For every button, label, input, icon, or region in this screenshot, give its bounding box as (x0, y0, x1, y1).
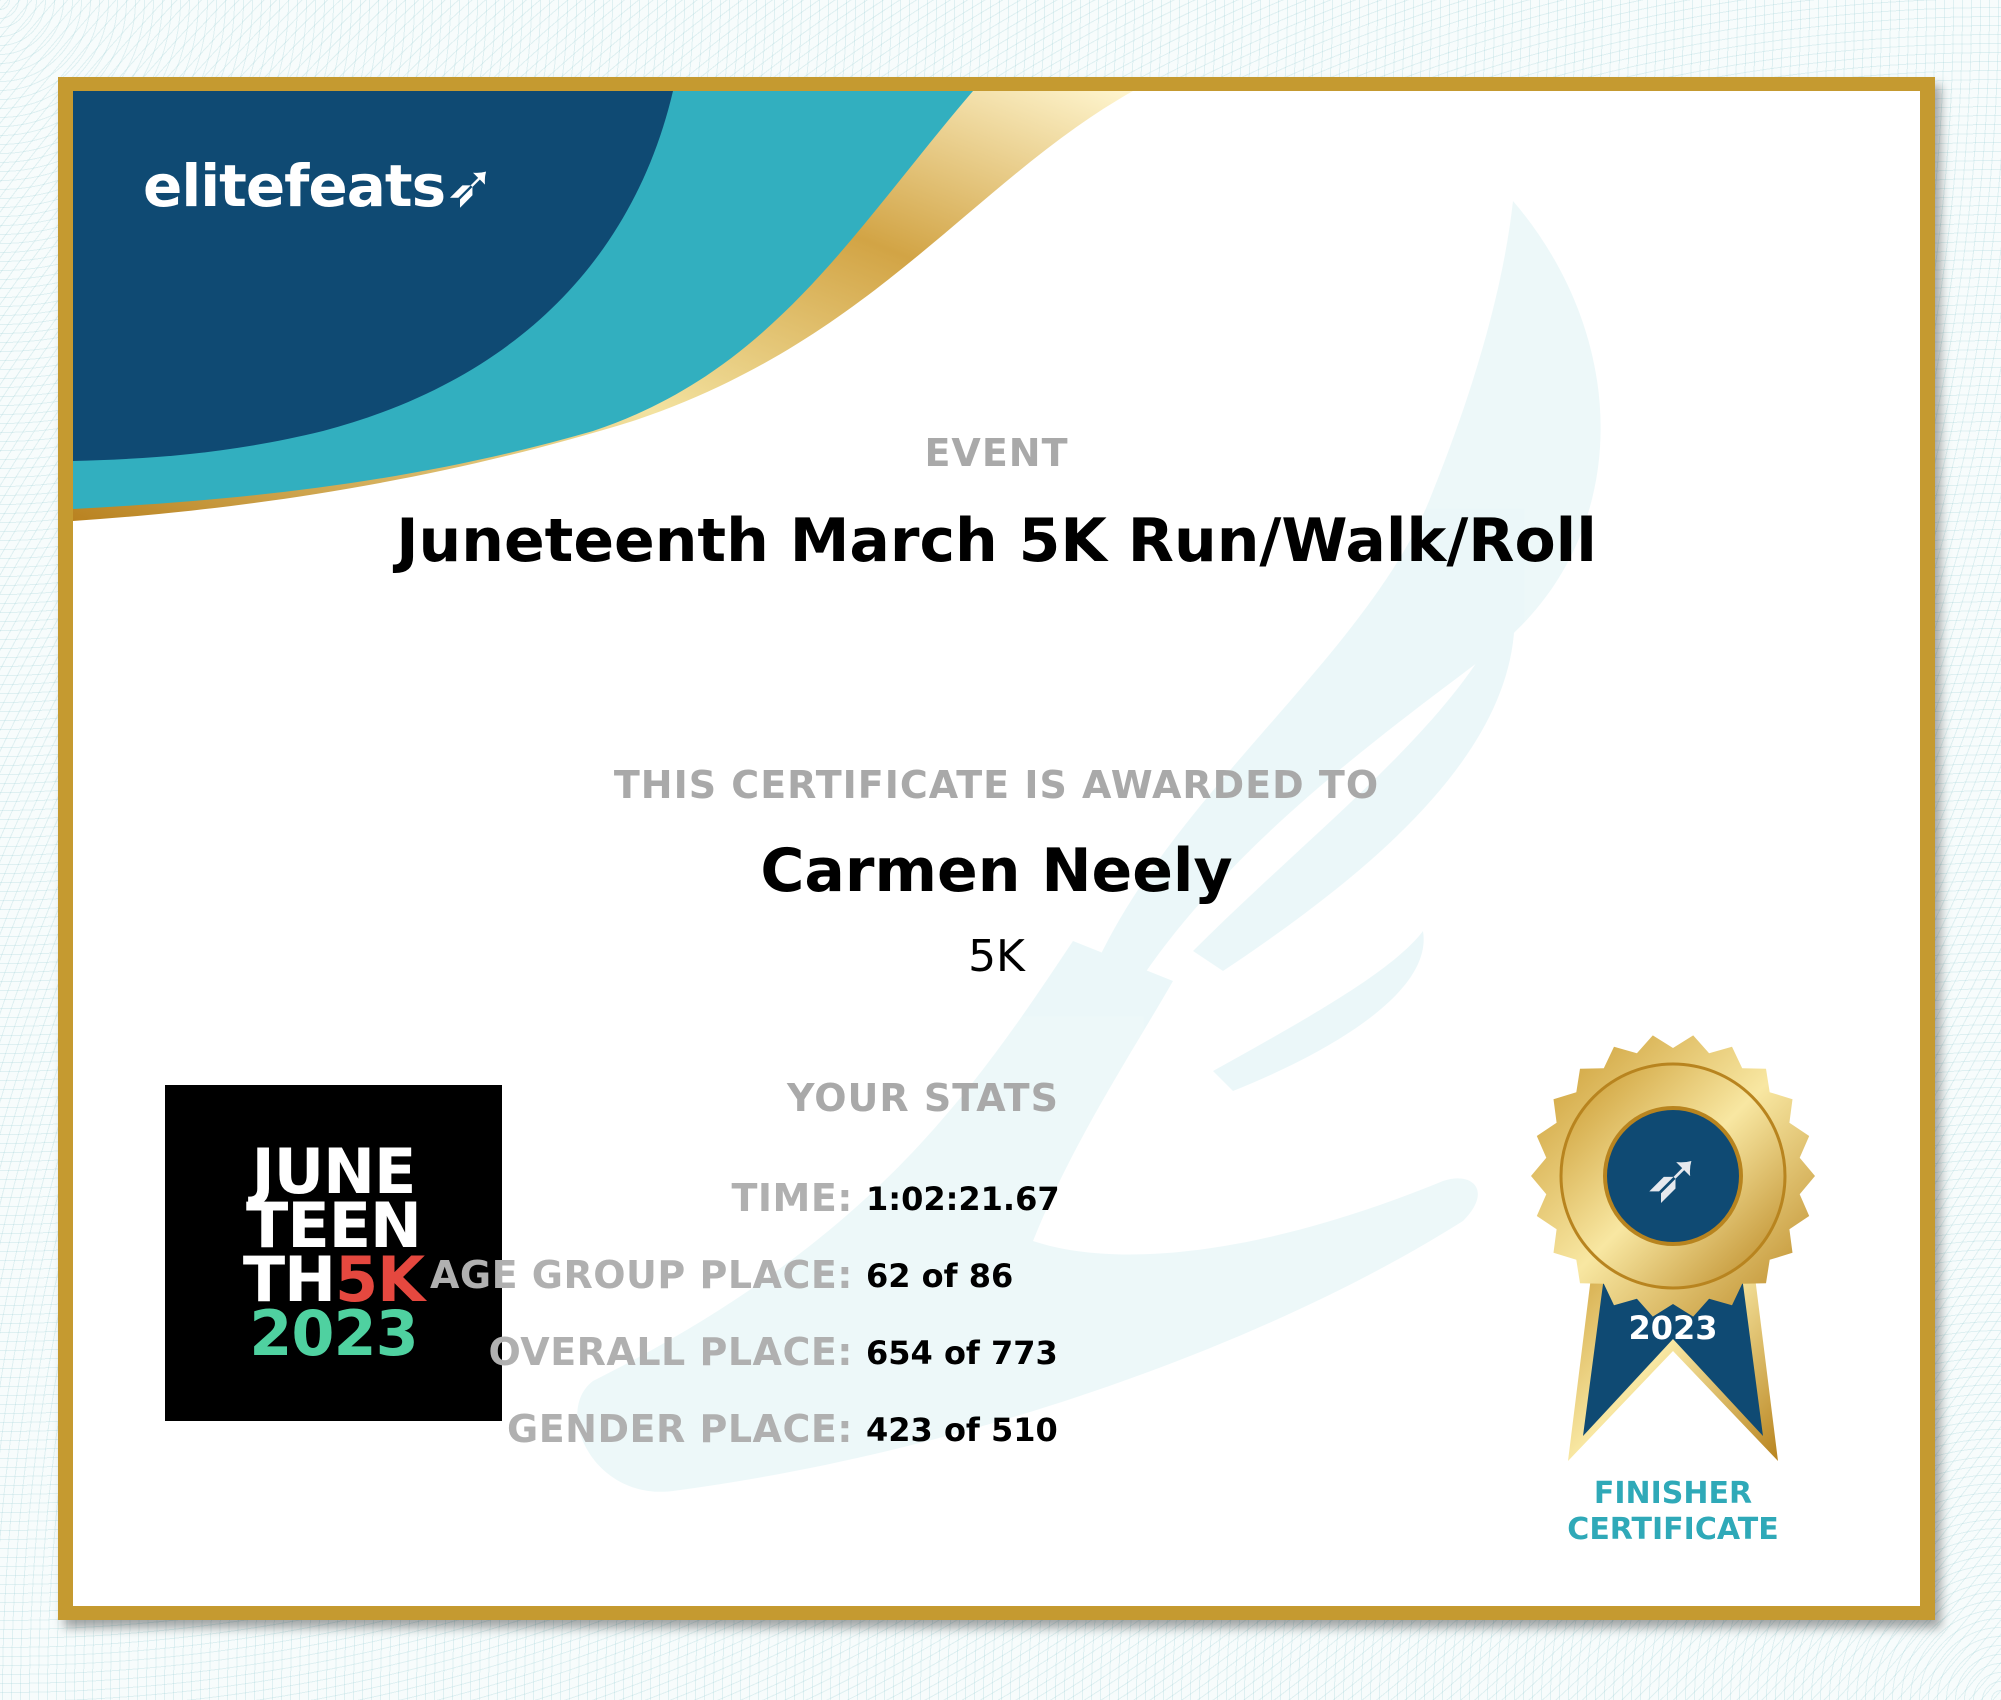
stat-row-overall: OVERALL PLACE: 654 of 773 (373, 1330, 1273, 1380)
stat-row-time: TIME: 1:02:21.67 (373, 1176, 1273, 1226)
award-label: THIS CERTIFICATE IS AWARDED TO (613, 763, 1380, 807)
medal-center (1603, 1106, 1743, 1246)
stat-row-age-group: AGE GROUP PLACE: 62 of 86 (373, 1253, 1273, 1303)
logo-line: TH (242, 1243, 336, 1316)
logo-line: JUNE (251, 1135, 417, 1208)
juneteenth-5k-logo: JUNE TEEN TH5K 2023 (165, 1085, 502, 1421)
finisher-caption: FINISHER CERTIFICATE (1513, 1476, 1833, 1548)
stat-value: 62 of 86 (866, 1257, 1014, 1295)
elitefeats-logo: elitefeats➶ (143, 151, 495, 221)
stat-row-gender: GENDER PLACE: 423 of 510 (373, 1407, 1273, 1457)
event-title: Juneteenth March 5K Run/Walk/Roll (396, 506, 1597, 576)
brand-name: elitefeats (143, 152, 446, 220)
stat-label: AGE GROUP PLACE: (430, 1253, 853, 1297)
caption-line: CERTIFICATE (1567, 1512, 1779, 1547)
header-waves (73, 91, 1601, 1492)
logo-line: TEEN (246, 1189, 422, 1262)
distance: 5K (968, 931, 1025, 982)
recipient-name: Carmen Neely (760, 836, 1233, 906)
event-label: EVENT (924, 431, 1069, 475)
stat-value: 654 of 773 (866, 1334, 1058, 1372)
stat-label: TIME: (731, 1176, 853, 1220)
finisher-medal: ➶ 2023 (1531, 1035, 1815, 1461)
stat-value: 423 of 510 (866, 1411, 1058, 1449)
logo-line: 5K (335, 1243, 425, 1316)
winged-foot-watermark (577, 201, 1601, 1492)
stat-label: OVERALL PLACE: (488, 1330, 853, 1374)
stat-label: GENDER PLACE: (507, 1407, 853, 1451)
stats-title: YOUR STATS (787, 1076, 1059, 1120)
certificate: elitefeats➶ EVENT Juneteenth March 5K Ru… (73, 91, 1920, 1606)
stat-value: 1:02:21.67 (866, 1180, 1060, 1218)
logo-line: 2023 (249, 1297, 419, 1370)
caption-line: FINISHER (1593, 1476, 1753, 1511)
winged-foot-icon: ➶ (1644, 1136, 1703, 1218)
medal-year: 2023 (1628, 1309, 1717, 1347)
winged-foot-icon: ➶ (445, 151, 495, 221)
navy-wave (73, 91, 673, 461)
certificate-frame: elitefeats➶ EVENT Juneteenth March 5K Ru… (58, 77, 1935, 1620)
